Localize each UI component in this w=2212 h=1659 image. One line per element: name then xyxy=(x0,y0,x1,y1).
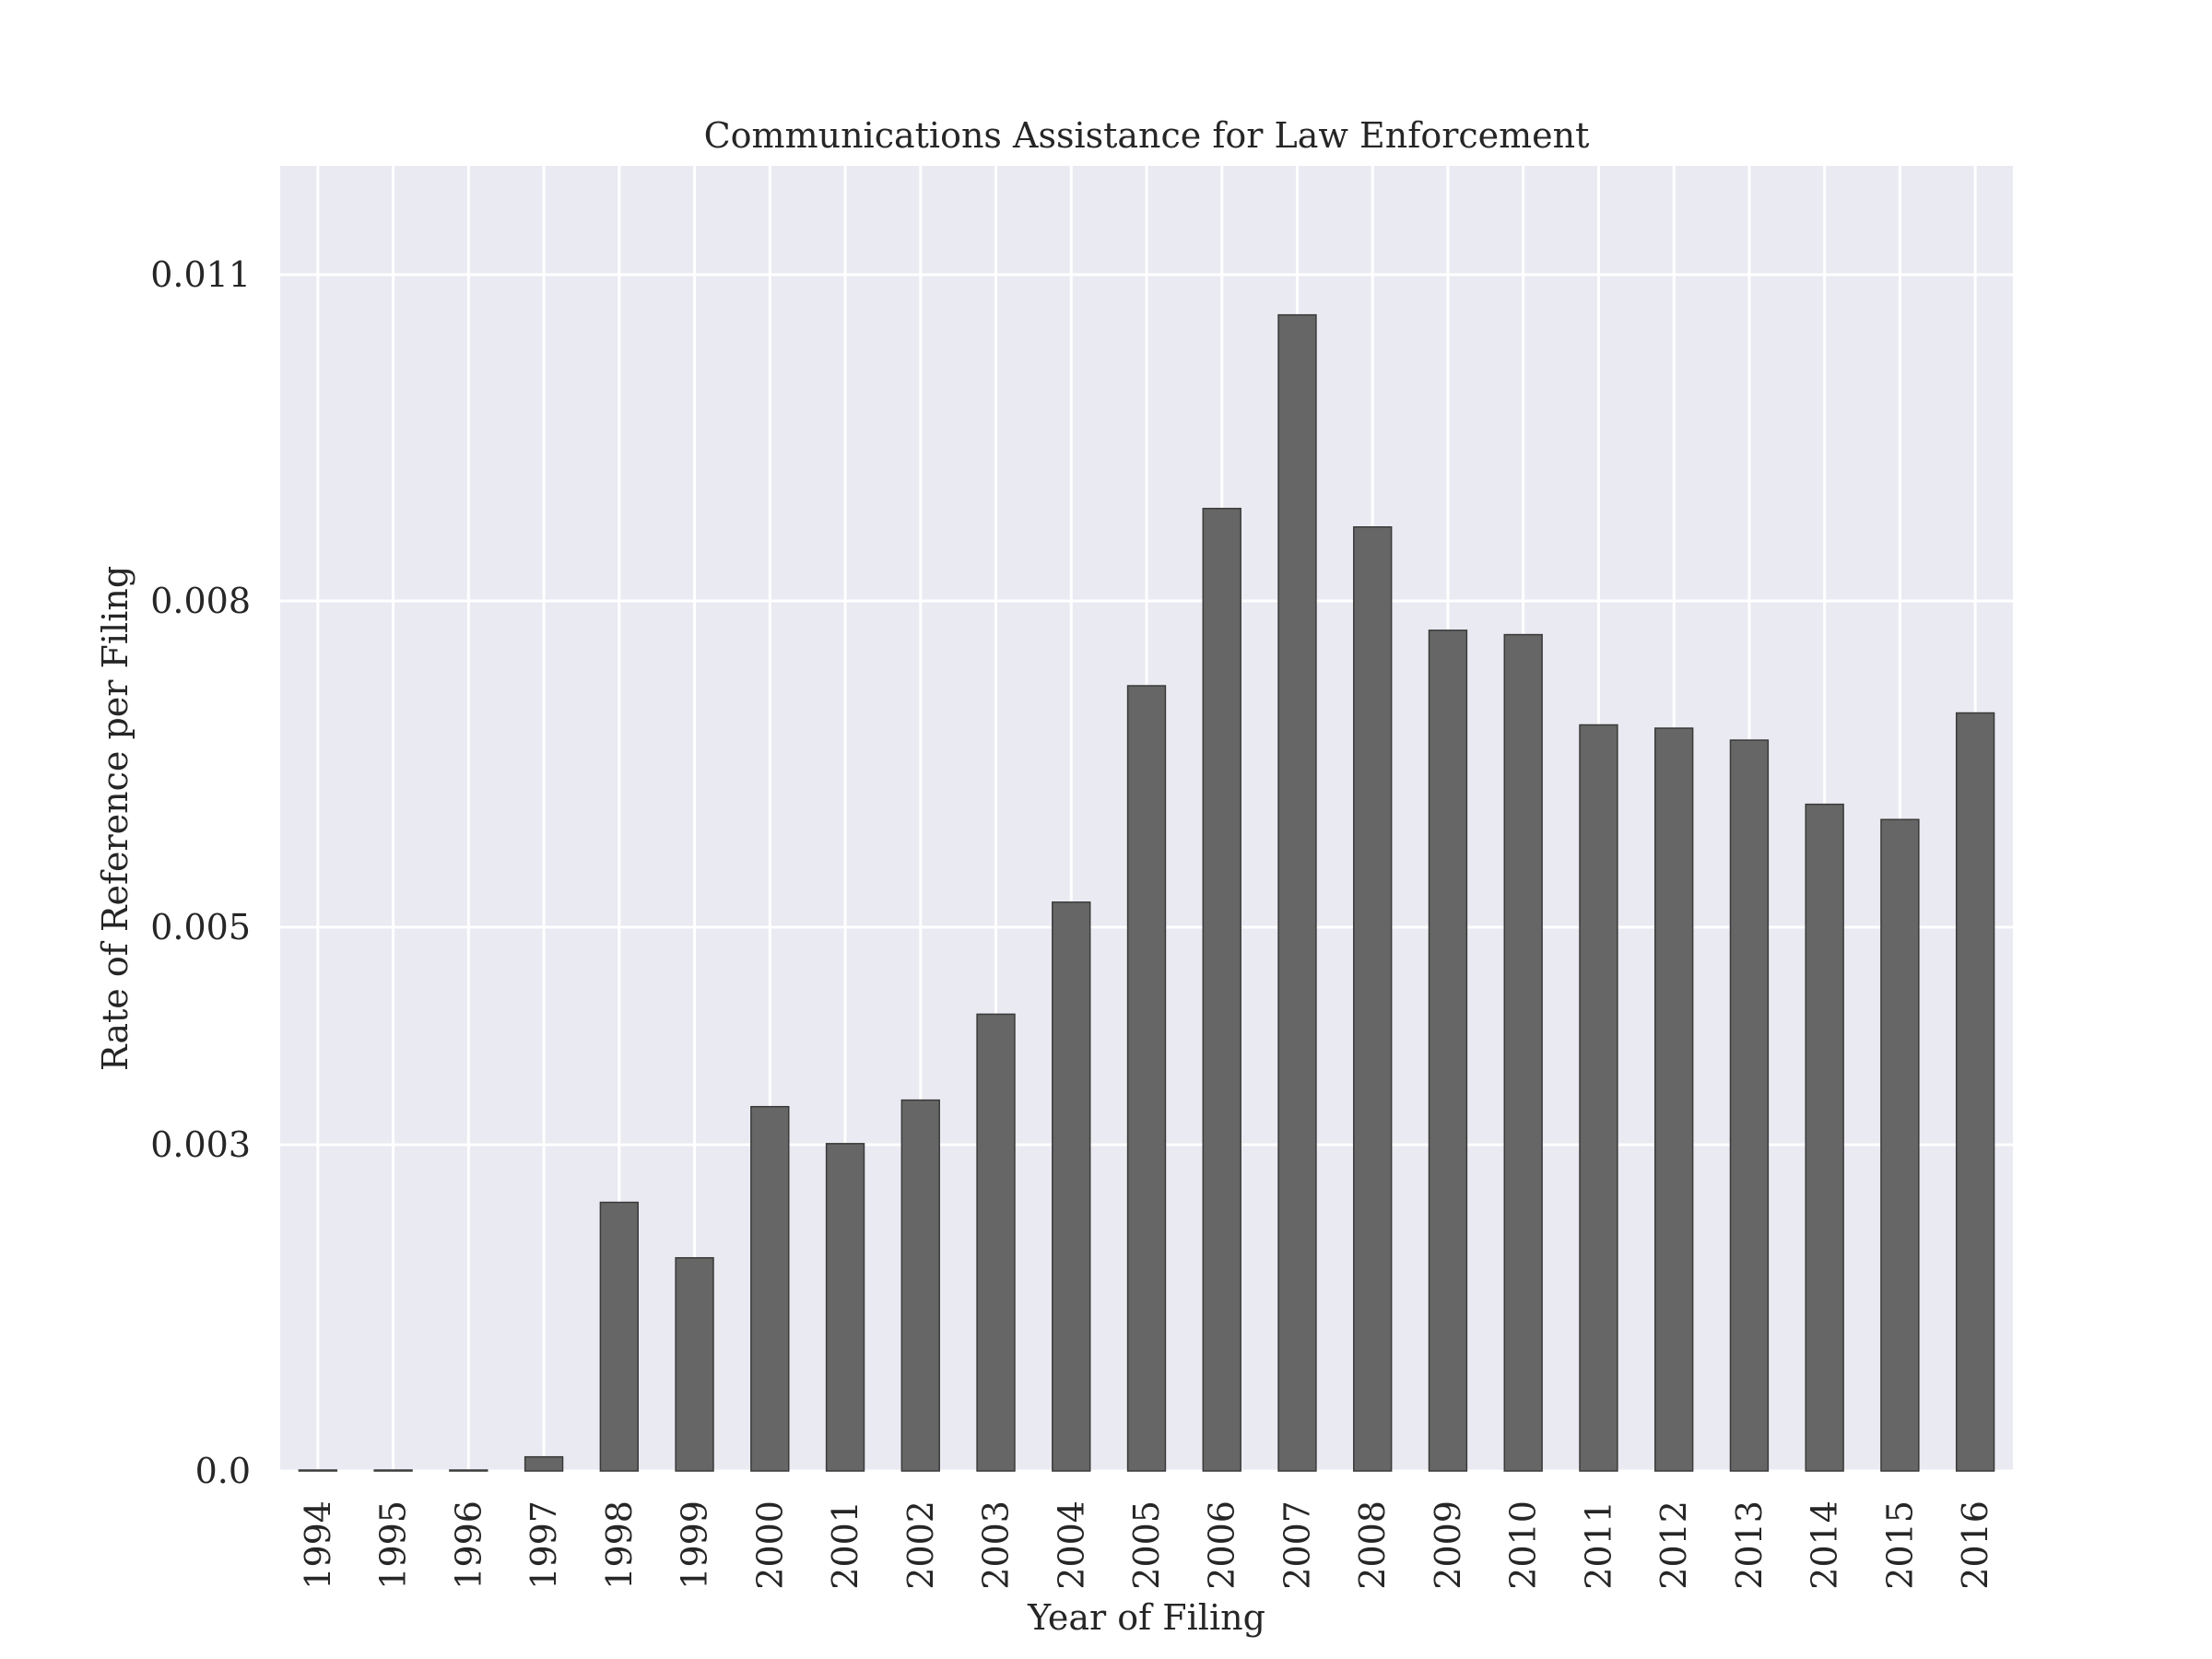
bar-2000 xyxy=(750,1105,790,1472)
y-tick-label: 0.008 xyxy=(150,581,251,621)
x-tick-label: 1997 xyxy=(524,1500,564,1590)
x-tick-label: 2001 xyxy=(825,1500,865,1590)
bar-2011 xyxy=(1579,724,1618,1472)
y-tick-labels: 0.0 0.003 0.005 0.008 0.011 xyxy=(150,254,251,1491)
bar-2012 xyxy=(1653,727,1694,1472)
bar-2005 xyxy=(1126,685,1167,1472)
x-tick-label: 1995 xyxy=(373,1500,414,1590)
x-tick-label: 2014 xyxy=(1805,1500,1845,1590)
x-tick-label: 2009 xyxy=(1428,1500,1468,1590)
bar-2001 xyxy=(825,1143,865,1472)
bar-2002 xyxy=(900,1099,940,1472)
bar-2014 xyxy=(1805,803,1844,1472)
bar-2006 xyxy=(1202,507,1241,1472)
x-tick-labels: 1994 1995 1996 1997 1998 1999 2000 2001 2002 2003… xyxy=(298,1500,1995,1590)
x-tick-label: 1994 xyxy=(298,1500,338,1590)
x-tick-label: 2000 xyxy=(749,1500,790,1590)
bar-1995 xyxy=(373,1469,413,1472)
bar-2010 xyxy=(1503,633,1543,1472)
bar-1997 xyxy=(524,1455,564,1472)
y-tick-label: 0.011 xyxy=(150,254,251,295)
x-tick-label: 2003 xyxy=(976,1500,1017,1590)
x-tick-label: 2010 xyxy=(1503,1500,1544,1590)
y-axis-label: Rate of Reference per Filing xyxy=(95,566,135,1071)
x-tick-label: 2015 xyxy=(1879,1500,1920,1590)
bar-1996 xyxy=(449,1469,488,1472)
x-tick-label: 2008 xyxy=(1352,1500,1393,1590)
x-tick-label: 2007 xyxy=(1277,1500,1317,1590)
chart-title: Communications Assistance for Law Enforc… xyxy=(704,115,1590,156)
bar-1999 xyxy=(675,1256,714,1472)
x-tick-label: 2004 xyxy=(1051,1500,1091,1590)
bar-2015 xyxy=(1880,818,1920,1472)
y-tick-label: 0.005 xyxy=(150,907,251,947)
x-tick-label: 1998 xyxy=(599,1500,640,1590)
bar-2004 xyxy=(1052,901,1091,1472)
bar-2008 xyxy=(1353,526,1393,1472)
y-tick-label: 0.003 xyxy=(150,1124,251,1165)
x-tick-label: 2005 xyxy=(1126,1500,1167,1590)
x-tick-label: 2002 xyxy=(900,1500,941,1590)
bar-2016 xyxy=(1955,712,1995,1472)
bar-2013 xyxy=(1729,739,1770,1472)
x-tick-label: 2016 xyxy=(1955,1500,1995,1590)
x-axis-label: Year of Filing xyxy=(1027,1597,1265,1638)
bars xyxy=(298,313,1995,1472)
bar-2007 xyxy=(1277,313,1317,1472)
y-tick-label: 0.0 xyxy=(195,1451,251,1491)
x-tick-label: 1996 xyxy=(448,1500,488,1590)
x-tick-label: 2013 xyxy=(1729,1500,1770,1590)
x-tick-label: 2011 xyxy=(1578,1500,1618,1590)
x-tick-label: 2006 xyxy=(1202,1500,1242,1590)
x-tick-label: 1999 xyxy=(675,1500,715,1590)
x-tick-label: 2012 xyxy=(1653,1500,1694,1590)
bar-2003 xyxy=(976,1013,1016,1472)
bar-1998 xyxy=(599,1201,640,1472)
bar-1994 xyxy=(298,1469,338,1472)
bar-2009 xyxy=(1428,629,1468,1472)
